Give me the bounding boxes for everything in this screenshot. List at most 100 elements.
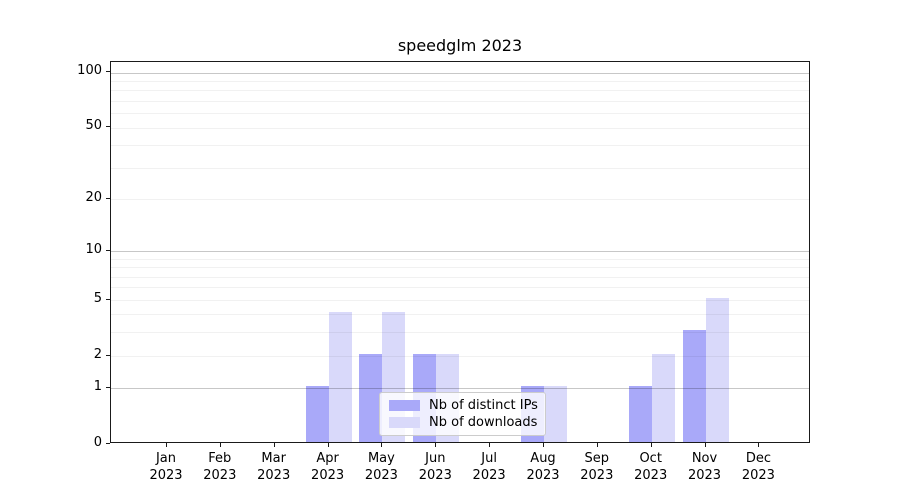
y-tick-label: 10	[85, 242, 102, 257]
x-tick-mark	[327, 443, 329, 447]
gridline-major	[111, 251, 809, 252]
x-tick-mark	[596, 443, 598, 447]
legend-entry-downloads: Nb of downloads	[389, 415, 538, 430]
y-tick-mark	[106, 443, 110, 444]
x-tick-label: Oct 2023	[616, 450, 686, 484]
x-tick-mark	[543, 443, 544, 447]
x-tick-year: 2023	[257, 468, 291, 483]
x-tick-year: 2023	[364, 468, 398, 483]
x-tick-label: Feb 2023	[185, 450, 255, 484]
y-tick-mark	[106, 387, 110, 388]
x-tick-month: Oct	[639, 451, 662, 466]
y-tick-label: 1	[93, 379, 102, 394]
bar-distinct-ips-nov	[682, 330, 706, 442]
x-tick-label: Jul 2023	[454, 450, 524, 484]
x-tick-month: Jan	[155, 451, 177, 466]
x-tick-mark	[273, 443, 275, 447]
x-tick-year: 2023	[580, 468, 614, 483]
x-tick-label: Nov 2023	[670, 450, 740, 484]
legend-swatch-distinct-ips	[389, 400, 420, 411]
x-tick-year: 2023	[634, 468, 668, 483]
bar-distinct-ips-oct	[628, 386, 652, 442]
bar-distinct-ips-apr	[305, 386, 329, 442]
plot-area	[110, 61, 810, 443]
legend-label-distinct-ips: Nb of distinct IPs	[429, 398, 538, 413]
bar-downloads-apr	[328, 312, 352, 442]
x-tick-year: 2023	[203, 468, 237, 483]
legend-label-downloads: Nb of downloads	[429, 415, 538, 430]
y-tick-mark	[106, 299, 110, 300]
x-tick-label: May 2023	[346, 450, 416, 484]
x-tick-label: Apr 2023	[293, 450, 363, 484]
gridline-minor	[111, 167, 809, 169]
x-tick-label: Aug 2023	[508, 450, 578, 484]
y-tick-mark	[106, 126, 110, 127]
x-tick-month: Dec	[745, 451, 771, 466]
bar-downloads-nov	[705, 297, 729, 442]
gridline-minor	[111, 90, 809, 92]
gridline-minor	[111, 145, 809, 146]
bar-distinct-ips-may	[359, 353, 383, 442]
gridline-minor	[111, 314, 809, 316]
legend: Nb of distinct IPs Nb of downloads	[379, 392, 546, 436]
y-tick-mark	[106, 355, 110, 356]
y-tick-label: 100	[77, 63, 102, 78]
gridline-minor	[111, 113, 809, 114]
x-tick-year: 2023	[472, 468, 506, 483]
y-tick-label: 2	[93, 347, 102, 362]
x-tick-label: Jan 2023	[131, 450, 201, 484]
x-tick-label: Dec 2023	[723, 450, 793, 484]
y-tick-label: 50	[85, 118, 102, 133]
x-tick-year: 2023	[741, 468, 775, 483]
x-tick-month: Jun	[425, 451, 446, 466]
x-tick-month: Feb	[208, 451, 232, 466]
y-tick-mark	[106, 198, 110, 199]
x-tick-mark	[758, 443, 760, 447]
x-tick-mark	[435, 443, 437, 447]
x-tick-mark	[650, 443, 652, 447]
y-tick-label: 5	[93, 291, 102, 306]
x-tick-month: Mar	[261, 451, 286, 466]
x-tick-label: Sep 2023	[562, 450, 632, 484]
x-tick-mark	[381, 443, 383, 447]
x-tick-label: Jun 2023	[400, 450, 470, 484]
gridline-major	[111, 72, 809, 74]
x-tick-year: 2023	[418, 468, 452, 483]
x-tick-year: 2023	[526, 468, 560, 483]
x-tick-year: 2023	[687, 468, 722, 483]
chart-title: speedglm 2023	[397, 36, 523, 55]
gridline-minor	[111, 80, 809, 82]
gridline-minor	[111, 127, 809, 129]
gridline-minor	[111, 258, 809, 260]
x-tick-month: Aug	[530, 451, 556, 466]
gridline-minor	[111, 276, 809, 278]
x-tick-month: May	[367, 451, 395, 466]
y-tick-label: 0	[93, 435, 102, 450]
x-tick-year: 2023	[311, 468, 345, 483]
gridline-minor	[111, 100, 809, 102]
gridline-minor	[111, 355, 809, 357]
bar-downloads-aug	[543, 386, 567, 442]
x-tick-mark	[166, 443, 167, 447]
x-tick-month: Nov	[691, 451, 718, 466]
y-tick-mark	[106, 250, 110, 251]
y-tick-mark	[106, 71, 110, 72]
legend-swatch-downloads	[389, 417, 420, 428]
y-tick-label: 20	[85, 190, 102, 205]
x-tick-mark	[219, 443, 221, 447]
x-tick-month: Jul	[481, 451, 497, 466]
legend-entry-distinct-ips: Nb of distinct IPs	[389, 398, 538, 413]
gridline-minor	[111, 267, 809, 269]
x-tick-mark	[704, 443, 706, 447]
x-tick-label: Mar 2023	[239, 450, 309, 484]
x-tick-mark	[489, 443, 491, 447]
gridline-minor	[111, 332, 809, 334]
gridline-minor	[111, 299, 809, 301]
gridline-minor	[111, 287, 809, 289]
x-tick-month: Apr	[316, 451, 339, 466]
x-tick-year: 2023	[149, 468, 183, 483]
x-tick-month: Sep	[584, 451, 610, 466]
gridline-major	[111, 388, 809, 390]
gridline-minor	[111, 198, 809, 200]
